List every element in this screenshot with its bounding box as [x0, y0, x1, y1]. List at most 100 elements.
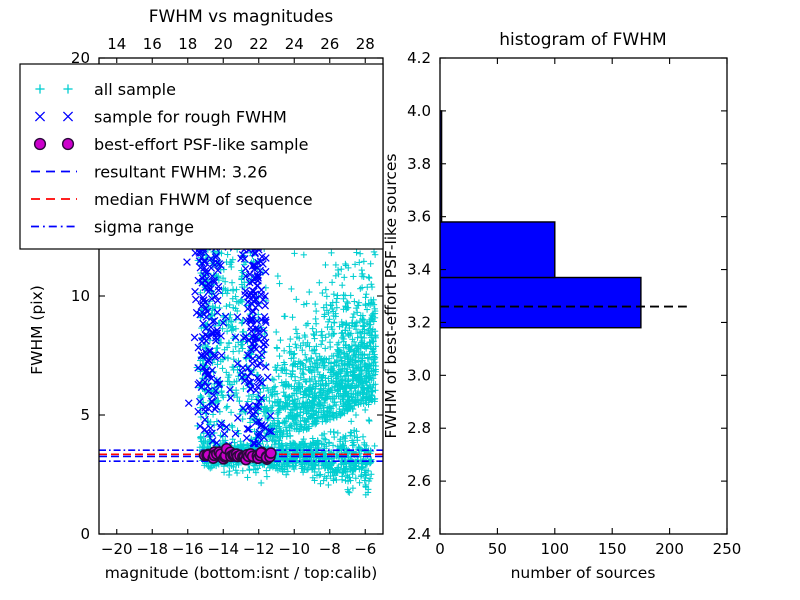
marker-plus [363, 329, 371, 337]
marker-plus [345, 377, 352, 384]
marker-plus [230, 348, 237, 355]
marker-plus [357, 285, 364, 292]
legend: all sample sample for rough FWHM best-effo… [19, 63, 384, 250]
marker-plus [334, 266, 342, 274]
marker-plus [325, 481, 332, 489]
marker-plus [360, 316, 368, 324]
marker-plus [306, 288, 313, 296]
marker-plus [266, 397, 273, 405]
marker-plus [350, 352, 357, 359]
marker-plus [197, 392, 204, 400]
marker-plus [363, 291, 370, 298]
marker-plus [342, 465, 349, 473]
psf-sample-point [265, 447, 277, 459]
marker-plus [244, 474, 251, 481]
marker-plus [286, 462, 294, 469]
marker-plus [346, 489, 353, 496]
left-xticklabel-top: 22 [249, 35, 268, 53]
marker-plus [250, 466, 257, 473]
marker-plus [344, 330, 352, 338]
marker-plus [303, 357, 310, 364]
marker-plus [311, 346, 318, 353]
left-yticklabel: 5 [80, 406, 90, 424]
marker-plus [341, 274, 348, 281]
marker-plus [301, 417, 308, 424]
marker-plus [312, 307, 320, 315]
marker-plus [334, 429, 341, 437]
marker-plus [219, 365, 226, 372]
left-yticklabel: 10 [71, 287, 90, 305]
marker-plus [297, 342, 304, 349]
marker-plus [321, 313, 328, 320]
marker-plus [295, 358, 303, 365]
marker-plus [337, 373, 345, 380]
marker-plus [336, 323, 343, 330]
marker-plus [231, 378, 238, 386]
marker-plus [293, 296, 300, 303]
marker-plus [263, 473, 271, 480]
marker-plus [293, 421, 300, 428]
left-xaxis-bottom-ticklabels: −20 −18 −16 −14 −12 −10 −8 −6 [101, 540, 376, 558]
right-panel-ylabel: FWHM of best-effort PSF-like sources [382, 153, 400, 438]
marker-plus [318, 355, 325, 363]
right-xticklabel: 0 [435, 540, 445, 558]
marker-plus [355, 302, 362, 309]
marker-plus [276, 352, 283, 360]
marker-plus [332, 370, 340, 377]
marker-plus [322, 286, 330, 293]
marker-plus [347, 292, 354, 299]
marker-plus [299, 347, 306, 354]
marker-plus [348, 418, 355, 425]
marker-plus [288, 285, 295, 293]
right-yticklabel: 4.0 [407, 102, 431, 120]
right-xticklabel: 250 [713, 540, 742, 558]
marker-plus [358, 266, 365, 274]
histogram-bar [440, 221, 556, 279]
marker-plus [308, 355, 315, 362]
marker-plus [234, 393, 241, 401]
marker-plus [332, 261, 340, 269]
marker-plus [301, 351, 309, 358]
marker-plus [356, 259, 363, 266]
marker-plus [274, 410, 281, 418]
marker-plus [357, 333, 365, 341]
right-yticklabel: 4.2 [407, 49, 431, 67]
legend-marker-circle [33, 137, 47, 151]
marker-plus [293, 390, 300, 397]
marker-plus [332, 313, 339, 320]
marker-plus [338, 469, 346, 477]
left-xticklabel-top: 24 [285, 35, 304, 53]
marker-plus [328, 323, 335, 331]
left-xticklabel-bottom: −6 [354, 540, 376, 558]
marker-plus [354, 390, 361, 397]
marker-plus [325, 439, 333, 446]
marker-plus [370, 248, 378, 256]
marker-plus [331, 384, 338, 391]
marker-plus [359, 322, 367, 329]
marker-plus [280, 359, 288, 366]
marker-plus [313, 440, 321, 447]
marker-plus [260, 385, 267, 392]
marker-plus [294, 395, 302, 403]
marker-plus [228, 422, 236, 429]
marker-plus [245, 392, 253, 400]
marker-plus [319, 289, 326, 297]
marker-plus [322, 334, 329, 341]
marker-plus [366, 325, 374, 332]
right-yticklabel: 3.4 [407, 261, 431, 279]
marker-plus [357, 351, 365, 358]
marker-plus [299, 360, 306, 367]
marker-plus [223, 344, 231, 351]
marker-plus [337, 354, 344, 361]
marker-plus [324, 390, 331, 397]
marker-plus [296, 409, 304, 416]
marker-plus [232, 467, 240, 474]
marker-plus [196, 444, 204, 451]
marker-plus [357, 387, 365, 395]
marker-plus [333, 414, 340, 421]
marker-plus [279, 463, 286, 470]
marker-plus [289, 362, 296, 370]
marker-plus [300, 251, 308, 259]
marker-plus [302, 321, 310, 329]
